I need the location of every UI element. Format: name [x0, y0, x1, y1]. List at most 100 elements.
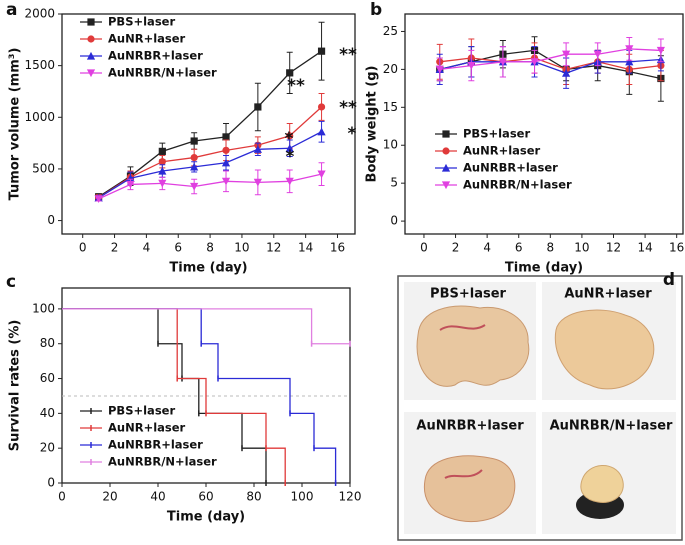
marker [190, 182, 199, 191]
x-tick-label: 0 [420, 241, 428, 255]
y-tick-label: 2000 [24, 7, 55, 21]
marker [158, 147, 166, 155]
marker [126, 180, 135, 189]
marker [158, 158, 166, 166]
legend-label: AuNRBR+laser [108, 49, 203, 63]
x-tick-label: 2 [111, 241, 119, 255]
marker [317, 127, 326, 136]
legend-label: PBS+laser [108, 404, 175, 418]
y-tick-label: 500 [32, 161, 55, 175]
marker [190, 137, 198, 145]
marker [442, 147, 450, 155]
marker [253, 145, 262, 153]
panel-label: c [6, 272, 16, 292]
x-tick-label: 16 [330, 241, 345, 255]
x-tick-label: 6 [515, 241, 523, 255]
y-tick-label: 100 [32, 301, 55, 315]
x-tick-label: 80 [246, 490, 261, 504]
series-line [98, 173, 322, 200]
significance-mark: ** [339, 45, 357, 65]
marker [441, 163, 451, 172]
x-tick-label: 10 [574, 241, 589, 255]
x-tick-label: 20 [102, 490, 117, 504]
marker [86, 69, 96, 78]
tumor [554, 309, 655, 390]
x-axis-label: Time (day) [169, 261, 247, 276]
x-tick-label: 8 [206, 241, 214, 255]
photo-label: PBS+laser [430, 287, 506, 302]
x-tick-label: 12 [606, 241, 621, 255]
tumor [416, 305, 530, 387]
marker [87, 35, 95, 43]
x-tick-label: 100 [291, 490, 314, 504]
legend-label: AuNR+laser [463, 144, 541, 158]
x-tick-label: 40 [150, 490, 165, 504]
x-tick-label: 4 [143, 241, 151, 255]
significance-mark: * [285, 129, 294, 149]
y-tick-label: 40 [40, 406, 55, 420]
x-tick-label: 60 [198, 490, 213, 504]
plot-frame [61, 13, 356, 235]
marker [286, 69, 294, 77]
y-axis-label: Survival rates (%) [8, 320, 23, 452]
x-tick-label: 12 [266, 241, 281, 255]
marker [317, 103, 326, 111]
marker [190, 162, 199, 171]
photo-label: AuNRBR/N+laser [550, 419, 673, 434]
legend-label: AuNR+laser [108, 32, 186, 46]
y-tick-label: 5 [390, 176, 398, 190]
marker [317, 47, 326, 55]
marker [441, 181, 451, 190]
marker [562, 69, 571, 77]
x-tick-label: 120 [339, 490, 362, 504]
marker [530, 58, 539, 66]
significance-mark: ** [339, 98, 357, 118]
marker [625, 57, 634, 66]
x-tick-label: 14 [637, 241, 652, 255]
legend-label: AuNR+laser [108, 421, 186, 435]
y-tick-label: 20 [40, 441, 55, 455]
marker [285, 177, 294, 186]
marker [87, 18, 95, 26]
series-line [439, 49, 662, 80]
series-line [439, 57, 661, 71]
x-tick-label: 14 [298, 241, 313, 255]
y-tick-label: 0 [47, 213, 55, 227]
y-tick-label: 20 [383, 62, 398, 76]
significance-mark: * [286, 147, 295, 167]
x-tick-label: 6 [174, 241, 182, 255]
photo-label: AuNR+laser [564, 287, 652, 302]
marker [435, 65, 444, 74]
x-tick-label: 0 [79, 241, 87, 255]
tumor [580, 465, 624, 504]
series-line [98, 106, 322, 199]
series-line [439, 48, 661, 71]
panel-label: d [663, 270, 675, 290]
marker [221, 177, 231, 186]
x-tick-label: 16 [669, 241, 684, 255]
series-line [98, 50, 322, 198]
x-axis-label: Time (day) [167, 510, 245, 525]
survival-curve [62, 308, 337, 483]
tumor-vessel [444, 469, 483, 479]
legend-label: AuNRBR/N+laser [108, 66, 217, 80]
marker [253, 178, 262, 187]
tumor-vessel [439, 324, 486, 331]
y-tick-label: 1000 [24, 110, 55, 124]
x-tick-label: 8 [546, 241, 554, 255]
marker [593, 50, 602, 59]
significance-mark: ** [287, 76, 305, 96]
marker [158, 179, 167, 188]
marker [562, 50, 571, 59]
marker [158, 166, 167, 175]
tumor [423, 455, 516, 523]
marker [498, 58, 508, 66]
y-tick-label: 10 [383, 138, 398, 152]
y-axis-label: Tumor volume (mm³) [8, 48, 23, 201]
marker [442, 130, 450, 138]
marker [86, 51, 96, 60]
panel-label: b [370, 0, 382, 20]
marker [190, 153, 198, 162]
marker [467, 61, 476, 70]
marker [94, 195, 103, 203]
